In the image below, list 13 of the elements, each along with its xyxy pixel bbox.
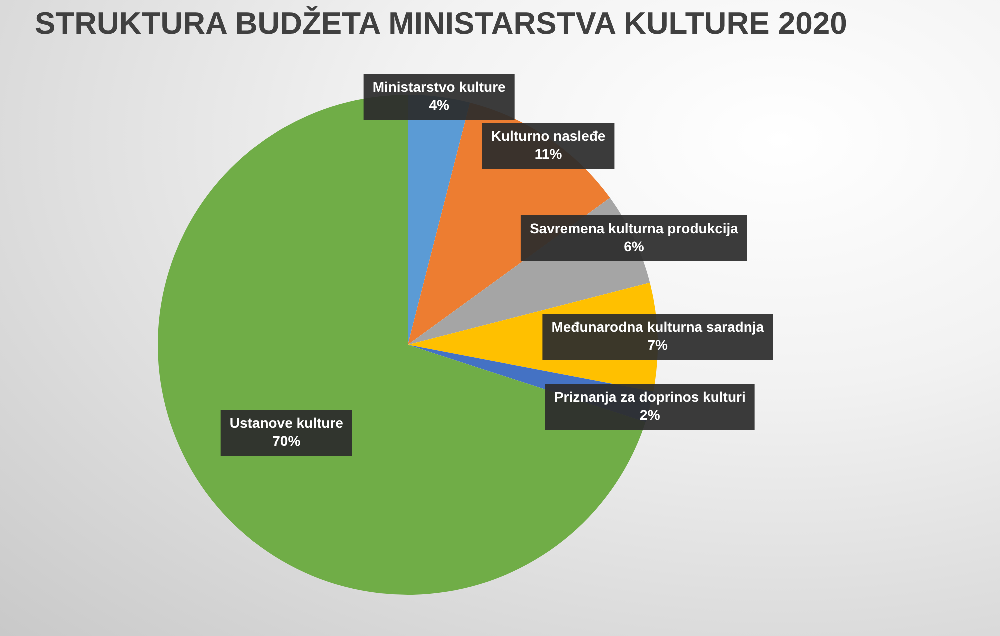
slice-label: Savremena kulturna produkcija (530, 220, 739, 236)
slice-label: Međunarodna kulturna saradnja (552, 319, 764, 336)
data-label: 6% (624, 238, 645, 254)
slice-label: Priznanja za doprinos kulturi (554, 389, 746, 406)
data-label: 7% (648, 337, 669, 354)
data-label: 70% (272, 433, 302, 450)
chart-title: STRUKTURA BUDŽETA MINISTARSTVA KULTURE 2020 (35, 5, 848, 43)
data-label: 11% (534, 146, 563, 162)
data-label: 2% (640, 407, 661, 424)
data-label: 4% (429, 96, 450, 113)
slice-label: Ministarstvo kulture (372, 78, 506, 95)
slice-label: Ustanove kulture (230, 415, 344, 432)
slice-label: Kulturno nasleđe (491, 128, 606, 144)
